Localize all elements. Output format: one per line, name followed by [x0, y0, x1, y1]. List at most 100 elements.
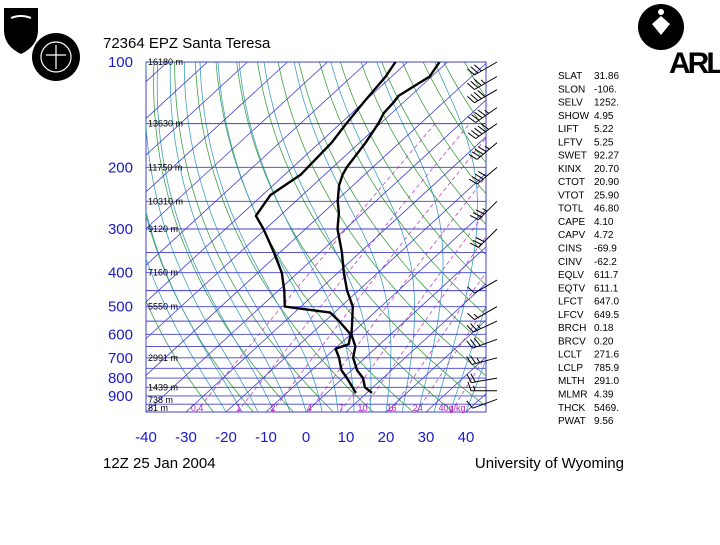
dewpoint-data-point — [281, 272, 282, 273]
index-value: -62.2 — [594, 257, 617, 268]
index-name: LIFT — [558, 124, 579, 135]
dewpoint-data-point — [348, 344, 349, 345]
index-value: 291.0 — [594, 376, 619, 387]
index-name: LFCT — [558, 297, 583, 308]
temperature-data-point — [351, 323, 352, 324]
wind-barb-shape — [470, 201, 497, 219]
temperature-profile-line — [338, 62, 440, 393]
temperature-tick-label: 10 — [338, 429, 355, 446]
dewpoint-data-point — [338, 357, 339, 358]
wind-barb — [467, 321, 497, 332]
index-value: 0.18 — [594, 323, 614, 334]
index-name: SLAT — [558, 71, 582, 82]
mixing-ratio-label: 7 — [339, 403, 344, 413]
height-level-label: 81 m — [148, 403, 168, 413]
dewpoint-data-point — [300, 174, 301, 175]
temperature-tick-label: 20 — [378, 429, 395, 446]
temperature-data-point — [343, 272, 344, 273]
wind-barb — [470, 229, 497, 247]
index-value: 649.5 — [594, 310, 619, 321]
height-level-label: 9120 m — [148, 224, 178, 234]
index-value: 46.80 — [594, 204, 619, 215]
temperature-data-point — [364, 387, 365, 388]
wind-barb — [468, 108, 497, 123]
index-name: CINV — [558, 257, 582, 268]
index-value: 92.27 — [594, 151, 619, 162]
wind-barb-shape — [467, 399, 497, 408]
index-value: 1252. — [594, 98, 619, 109]
temperature-data-point — [393, 101, 394, 102]
index-name: VTOT — [558, 190, 584, 201]
isotherm-line — [466, 62, 720, 412]
index-value: 647.0 — [594, 297, 619, 308]
index-name: CAPV — [558, 230, 586, 241]
dewpoint-data-point — [346, 377, 347, 378]
wind-barb-shape — [470, 229, 497, 247]
index-name: CTOT — [558, 177, 585, 188]
emblem-logo — [638, 4, 684, 50]
arl-logo-text: ARL — [669, 47, 720, 80]
temperature-data-point — [346, 290, 347, 291]
index-value: 5469. — [594, 403, 619, 414]
index-value: 25.90 — [594, 190, 619, 201]
temperature-data-point — [338, 212, 339, 213]
dry-adiabat-line — [175, 62, 334, 412]
temperature-tick-label: -30 — [175, 429, 197, 446]
index-name: SLON — [558, 84, 585, 95]
dewpoint-data-point — [255, 215, 256, 216]
index-name: BRCH — [558, 323, 586, 334]
dewpoint-data-point — [273, 252, 274, 253]
height-level-label: 13630 m — [148, 119, 183, 129]
temperature-data-point — [365, 142, 366, 143]
index-name: SHOW — [558, 111, 590, 122]
temperature-data-point — [341, 252, 342, 253]
pressure-tick-label: 700 — [108, 350, 133, 367]
index-name: TOTL — [558, 204, 584, 215]
dry-adiabat-line — [527, 62, 720, 412]
dept-seal-logo — [32, 33, 80, 81]
temperature-data-point — [355, 346, 356, 347]
temperature-data-point — [352, 357, 353, 358]
temperature-data-point — [383, 113, 384, 114]
index-value: 4.10 — [594, 217, 614, 228]
data-source-credit: University of Wyoming — [475, 455, 624, 472]
height-level-label: 16180 m — [148, 57, 183, 67]
temperature-data-point — [429, 76, 430, 77]
moist-adiabat-line — [331, 62, 415, 412]
mixing-ratio-label: 16 — [387, 403, 397, 413]
moist-adiabat-line — [377, 62, 443, 412]
dewpoint-data-point — [385, 76, 386, 77]
mixing-ratio-label: 4 — [307, 403, 312, 413]
dewpoint-data-point — [338, 321, 339, 322]
dewpoint-data-point — [284, 290, 285, 291]
dewpoint-data-point — [341, 370, 342, 371]
dewpoint-data-point — [346, 123, 347, 124]
temperature-tick-label: -10 — [255, 429, 277, 446]
index-name: LCLT — [558, 350, 582, 361]
index-name: SELV — [558, 98, 583, 109]
dewpoint-data-point — [263, 228, 264, 229]
plot-frame — [146, 62, 486, 412]
wind-barb — [467, 62, 497, 75]
index-value: 271.6 — [594, 350, 619, 361]
isotherm-line — [226, 62, 608, 412]
index-value: 5.25 — [594, 137, 614, 148]
wind-barb-shape — [467, 77, 497, 90]
height-level-label: 7160 m — [148, 268, 178, 278]
temperature-data-point — [356, 370, 357, 371]
wind-barb — [467, 77, 497, 90]
index-name: CINS — [558, 244, 582, 255]
isotherm-line — [186, 62, 568, 412]
mixing-ratio-label: 0.4 — [191, 403, 204, 413]
temperature-tick-label: 30 — [418, 429, 435, 446]
moist-adiabat-line — [200, 62, 322, 412]
isotherm-line — [346, 62, 720, 412]
index-name: KINX — [558, 164, 582, 175]
index-value: -69.9 — [594, 244, 617, 255]
index-value: 20.70 — [594, 164, 619, 175]
isotherm-line — [306, 62, 688, 412]
pressure-tick-label: 800 — [108, 370, 133, 387]
temperature-data-point — [378, 123, 379, 124]
isotherm-line — [0, 62, 168, 412]
